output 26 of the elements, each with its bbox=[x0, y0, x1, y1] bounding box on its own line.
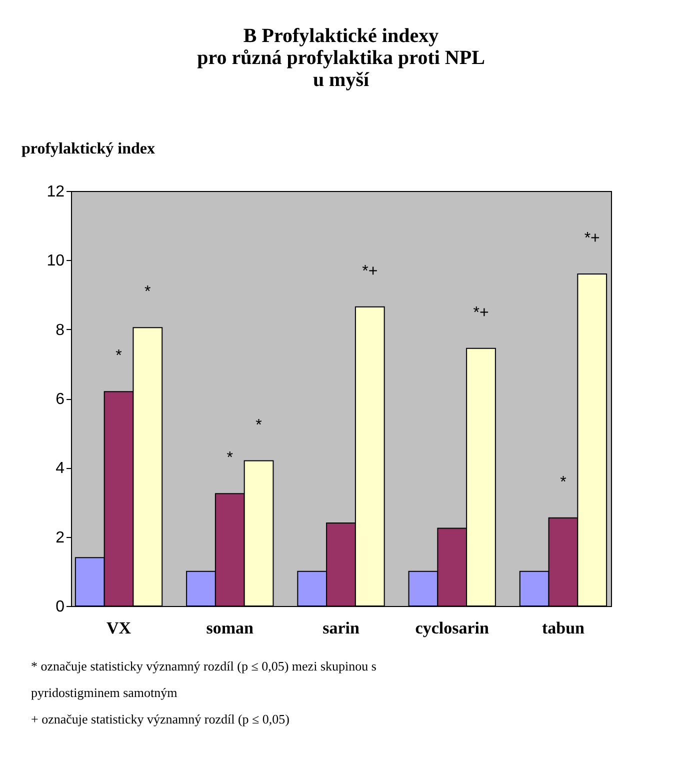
y-tick-label: 2 bbox=[56, 529, 65, 546]
y-tick-label: 4 bbox=[56, 460, 65, 478]
x-tick-label: cyclosarin bbox=[415, 618, 490, 638]
data-label: * bbox=[116, 348, 122, 365]
data-label: * bbox=[144, 284, 151, 301]
y-tick-label: 6 bbox=[56, 391, 65, 408]
data-label: *+ bbox=[584, 230, 600, 247]
data-label: * bbox=[560, 474, 566, 491]
x-tick-label: sarin bbox=[322, 618, 360, 638]
y-axis-title: profylaktický index bbox=[22, 140, 155, 158]
data-label: * bbox=[256, 416, 262, 434]
text: pro různá profylaktika proti NPL bbox=[197, 47, 485, 69]
text: + označuje statisticky významný rozdíl (p ≤ 0,05) bbox=[31, 712, 290, 727]
text: u myší bbox=[312, 69, 370, 91]
y-tick-label: 8 bbox=[56, 322, 65, 339]
data-label: *+ bbox=[362, 262, 378, 280]
y-tick-label: 12 bbox=[46, 184, 65, 200]
text: B Profylaktické indexy bbox=[243, 25, 439, 47]
y-tick-label: 10 bbox=[46, 252, 65, 270]
data-label: * bbox=[226, 450, 234, 467]
x-tick-label: soman bbox=[206, 618, 254, 638]
text: * označuje statisticky významný rozdíl (p ≤ 0,05) mezi skupinou s pyridostigminem samotným bbox=[31, 658, 376, 700]
x-tick-label: VX bbox=[106, 618, 132, 638]
y-tick-label: 0 bbox=[56, 598, 65, 616]
data-label: *+ bbox=[473, 304, 489, 322]
x-tick-label: tabun bbox=[542, 618, 586, 638]
